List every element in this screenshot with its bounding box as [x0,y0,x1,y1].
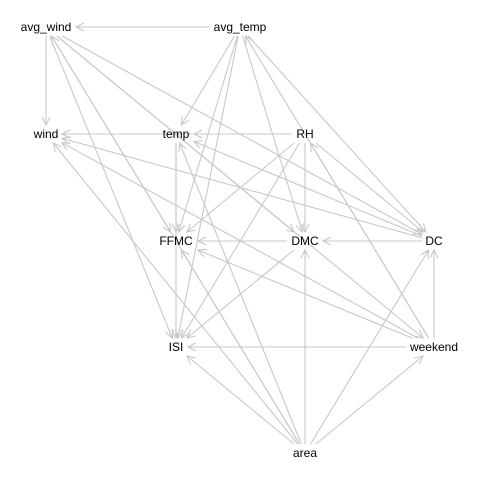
node-ffmc: FFMC [159,234,193,248]
edge-avg_temp-to-DC [247,35,426,232]
edge-area-to-weekend [315,356,423,445]
edge-area-to-temp [180,143,302,445]
node-wind: wind [33,127,59,141]
edge-area-to-wind [53,143,299,445]
edge-weekend-to-wind [62,143,418,339]
edge-weekend-to-avg_temp [246,36,429,339]
edge-layer [46,27,434,445]
node-weekend: weekend [409,340,458,354]
node-avg-wind: avg_wind [21,20,72,34]
edge-DC-to-wind [62,138,423,239]
edge-area-to-avg_wind [52,36,300,445]
edge-avg_wind-to-DC [62,35,422,234]
node-dmc: DMC [291,234,319,248]
edge-avg_wind-to-ISI [49,35,173,338]
node-area: area [293,446,317,460]
node-avg-temp: avg_temp [214,20,267,34]
node-rh: RH [296,127,313,141]
edge-RH-to-DC [315,142,423,232]
edge-area-to-DC [310,250,429,445]
edge-avg_temp-to-ISI [178,35,239,338]
edge-avg_temp-to-temp [181,35,236,125]
node-temp: temp [163,127,190,141]
edge-area-to-ISI [187,356,295,445]
node-isi: ISI [169,340,184,354]
edge-DC-to-temp [194,142,423,237]
node-dc: DC [425,234,443,248]
